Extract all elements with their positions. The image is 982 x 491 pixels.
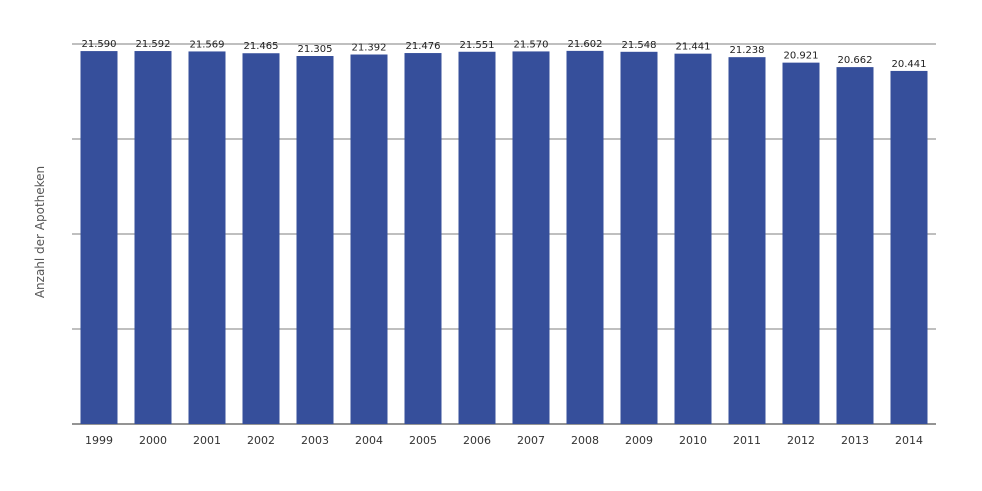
y-axis-label: Anzahl der Apotheken [33,166,47,298]
data-label-2011: 21.238 [730,45,765,56]
data-label-2001: 21.569 [190,39,225,50]
x-tick-2013: 2013 [841,434,869,447]
bar-2008 [566,50,604,425]
bar-2000 [134,51,172,424]
data-label-2007: 21.570 [514,39,549,50]
x-tick-2009: 2009 [625,434,653,447]
bar-2004 [350,54,388,424]
bar-2006 [458,51,496,424]
data-label-2012: 20.921 [784,51,819,62]
bars [80,50,928,425]
bar-2011 [728,57,766,425]
x-tick-2012: 2012 [787,434,815,447]
bar-2007 [512,51,550,424]
data-label-2008: 21.602 [568,39,603,50]
bar-2012 [782,62,820,425]
bar-2001 [188,51,226,424]
x-tick-1999: 1999 [85,434,113,447]
x-tick-2011: 2011 [733,434,761,447]
bar-2005 [404,53,442,425]
x-tick-2006: 2006 [463,434,491,447]
bar-2002 [242,53,280,425]
x-tick-2008: 2008 [571,434,599,447]
x-tick-2004: 2004 [355,434,383,447]
x-tick-2003: 2003 [301,434,329,447]
data-label-2010: 21.441 [676,42,711,53]
data-label-2009: 21.548 [622,40,657,51]
x-tick-2001: 2001 [193,434,221,447]
bar-2003 [296,56,334,424]
bar-2010 [674,53,712,424]
data-label-2003: 21.305 [298,44,333,55]
x-tick-2002: 2002 [247,434,275,447]
data-label-2005: 21.476 [406,41,441,52]
bar-2013 [836,67,874,425]
data-label-2002: 21.465 [244,41,279,52]
x-tick-2000: 2000 [139,434,167,447]
data-label-1999: 21.590 [82,39,117,50]
bar-2009 [620,51,658,424]
x-tick-2014: 2014 [895,434,923,447]
data-label-2013: 20.662 [838,55,873,66]
data-label-2004: 21.392 [352,43,387,54]
data-labels: 21.590 21.592 21.569 21.465 21.305 21.392 21.4… [82,39,927,70]
bar-1999 [80,51,118,424]
data-label-2014: 20.441 [892,59,927,70]
x-tick-2010: 2010 [679,434,707,447]
data-label-2006: 21.551 [460,40,495,51]
data-label-2000: 21.592 [136,39,171,50]
x-axis-ticks: 1999 2000 2001 2002 2003 2004 2005 2006 2007 2008… [85,434,923,447]
bar-2014 [890,70,928,424]
x-tick-2005: 2005 [409,434,437,447]
x-tick-2007: 2007 [517,434,545,447]
